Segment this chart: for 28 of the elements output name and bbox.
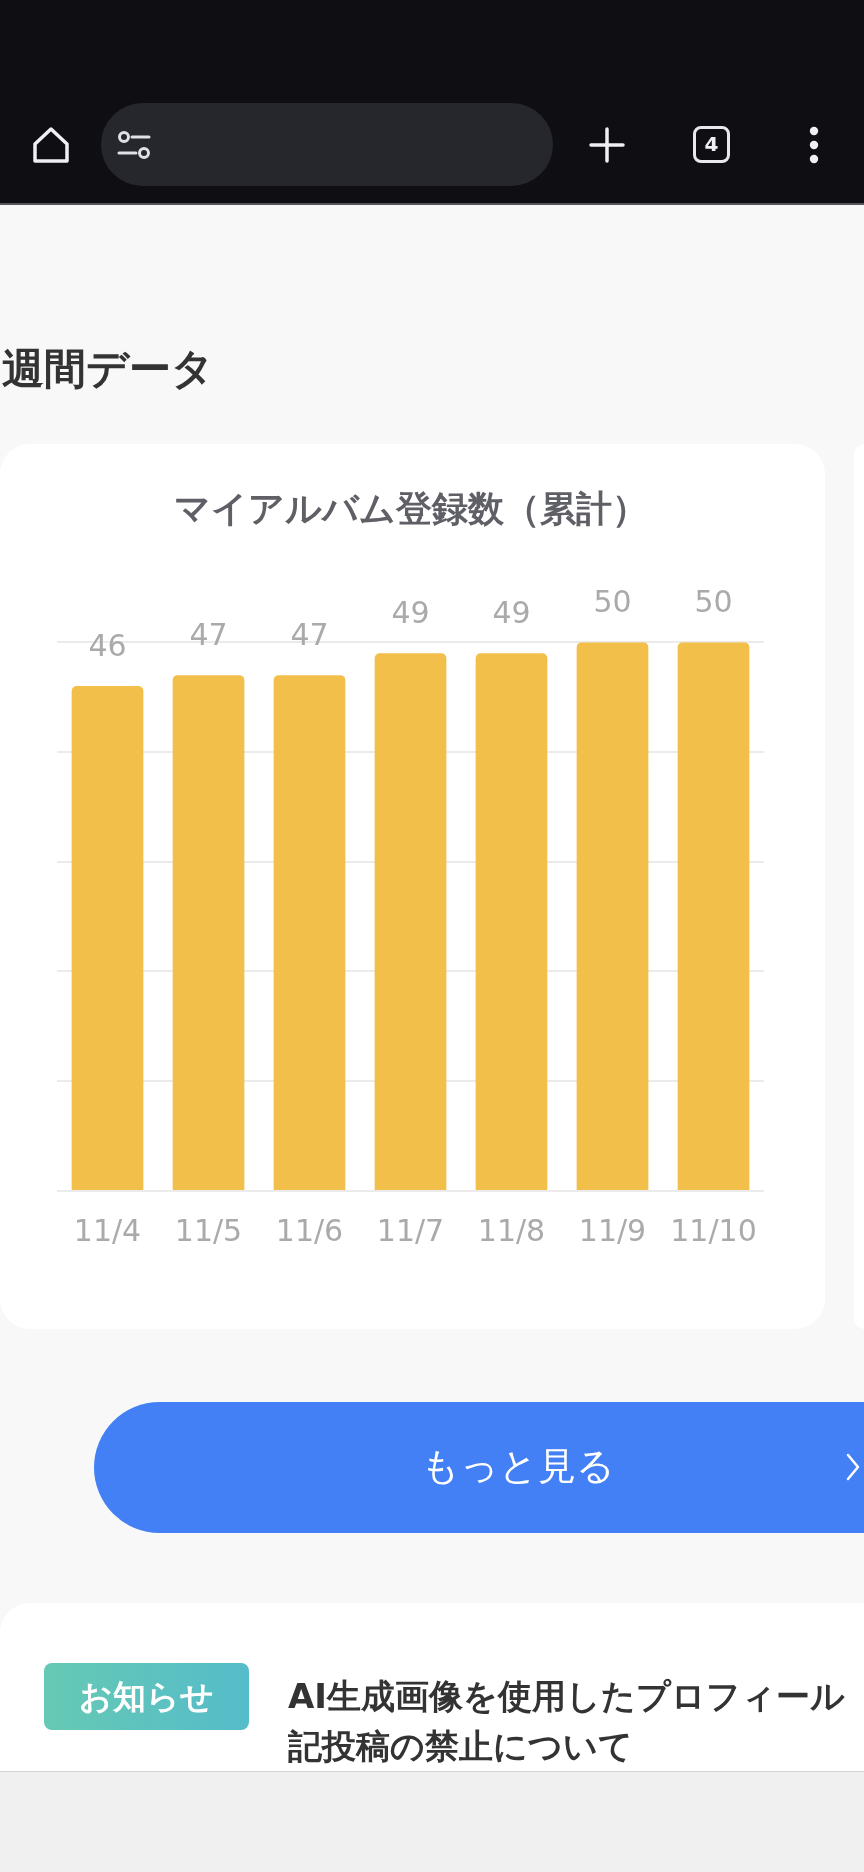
data-label: 49 bbox=[492, 594, 531, 630]
text: 記投稿の禁止について bbox=[288, 1725, 633, 1767]
data-label: 47 bbox=[290, 616, 329, 652]
button: もっと見る bbox=[94, 1402, 864, 1533]
x-tick-label: 11/10 bbox=[670, 1212, 757, 1248]
data-label: 49 bbox=[391, 594, 430, 630]
bar bbox=[576, 642, 649, 1190]
text: AI生成画像を使用したプロフィール bbox=[288, 1675, 845, 1717]
data-label: 50 bbox=[593, 584, 632, 619]
chart-title: マイアルバム登録数（累計） bbox=[173, 487, 648, 529]
bar bbox=[273, 675, 346, 1190]
bar bbox=[374, 653, 447, 1190]
data-label: 46 bbox=[88, 627, 127, 663]
x-tick-label: 11/8 bbox=[477, 1212, 546, 1248]
text: 週間データ bbox=[2, 343, 214, 395]
x-tick-label: 11/5 bbox=[174, 1212, 243, 1248]
x-tick-label: 11/6 bbox=[275, 1212, 344, 1248]
bar bbox=[71, 686, 144, 1190]
tabs-icon: 4 bbox=[693, 126, 730, 163]
data-label: 47 bbox=[189, 616, 228, 652]
data-label: 50 bbox=[694, 584, 733, 619]
bar bbox=[172, 675, 245, 1190]
x-tick-label: 11/9 bbox=[578, 1212, 647, 1248]
bar bbox=[677, 642, 750, 1190]
badge: お知らせ bbox=[44, 1663, 249, 1730]
x-tick-label: 11/4 bbox=[73, 1212, 142, 1248]
x-tick-label: 11/7 bbox=[376, 1212, 445, 1248]
bar bbox=[475, 653, 548, 1190]
